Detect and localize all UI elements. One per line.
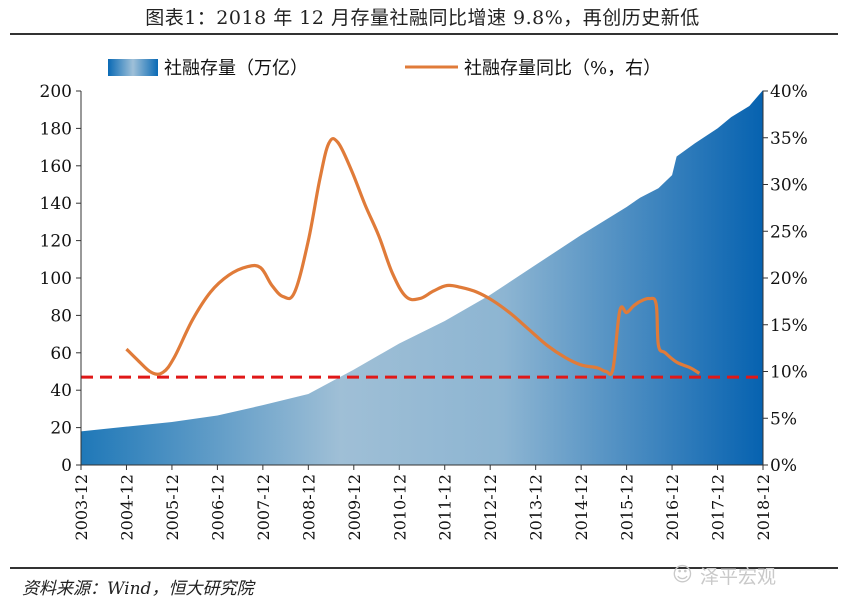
x-tick-label: 2004-12 <box>117 474 136 540</box>
y-right-tick-label: 0% <box>770 456 797 476</box>
legend-line-label: 社融存量同比（%，右） <box>464 58 661 79</box>
y-left-tick-label: 100 <box>40 269 72 289</box>
x-tick-label: 2014-12 <box>572 474 591 540</box>
y-left-tick-label: 0 <box>61 456 72 476</box>
y-right-tick-label: 5% <box>770 409 797 429</box>
y-left-tick-label: 200 <box>40 82 72 102</box>
x-tick-label: 2018-12 <box>754 474 773 540</box>
y-right-tick-label: 15% <box>770 316 808 336</box>
x-tick-label: 2008-12 <box>299 474 318 540</box>
y-left-tick-label: 180 <box>40 119 72 139</box>
y-right-tick-label: 10% <box>770 363 808 383</box>
y-left-tick-label: 140 <box>40 194 72 214</box>
wechat-icon: ☺ <box>672 562 693 586</box>
y-left-tick-label: 120 <box>40 232 72 252</box>
x-tick-label: 2005-12 <box>163 474 182 540</box>
x-tick-label: 2013-12 <box>527 474 546 540</box>
x-tick-label: 2009-12 <box>345 474 364 540</box>
x-tick-label: 2011-12 <box>436 474 455 540</box>
y-right-tick-label: 20% <box>770 269 808 289</box>
plot-area <box>81 90 763 465</box>
x-tick-label: 2015-12 <box>618 474 637 540</box>
chart-title: 图表1：2018 年 12 月存量社融同比增速 9.8%，再创历史新低 <box>145 7 700 29</box>
y-right-tick-label: 35% <box>770 129 808 149</box>
x-tick-label: 2012-12 <box>481 474 500 540</box>
x-tick-label: 2017-12 <box>709 474 728 540</box>
x-tick-label: 2003-12 <box>72 474 91 540</box>
axes: 0 20 40 60 80 100 120 140 160 180 200 0% 5% 10% 15% 20%… <box>40 82 808 540</box>
y-right-tick-label: 40% <box>770 82 808 102</box>
x-tick-label: 2007-12 <box>254 474 273 540</box>
legend-area-label: 社融存量（万亿） <box>164 58 308 79</box>
source-note: 资料来源：Wind，恒大研究院 <box>22 579 254 599</box>
y-left-tick-label: 40 <box>50 381 72 401</box>
x-tick-label: 2010-12 <box>390 474 409 540</box>
legend-area-swatch <box>108 59 158 76</box>
y-right-tick-label: 25% <box>770 222 808 242</box>
legend: 社融存量（万亿） 社融存量同比（%，右） <box>108 58 661 79</box>
y-right-tick-label: 30% <box>770 176 808 196</box>
x-tick-label: 2006-12 <box>208 474 227 540</box>
watermark: 泽平宏观 <box>700 566 777 588</box>
footer-divider <box>10 567 838 569</box>
title-divider <box>10 33 838 35</box>
y-left-tick-label: 20 <box>50 419 72 439</box>
series-line-yoy <box>125 136 701 377</box>
y-left-tick-label: 160 <box>40 157 72 177</box>
x-tick-label: 2016-12 <box>663 474 682 540</box>
y-left-tick-label: 60 <box>50 344 72 364</box>
series-area-stock <box>81 90 763 465</box>
y-left-tick-label: 80 <box>50 306 72 326</box>
